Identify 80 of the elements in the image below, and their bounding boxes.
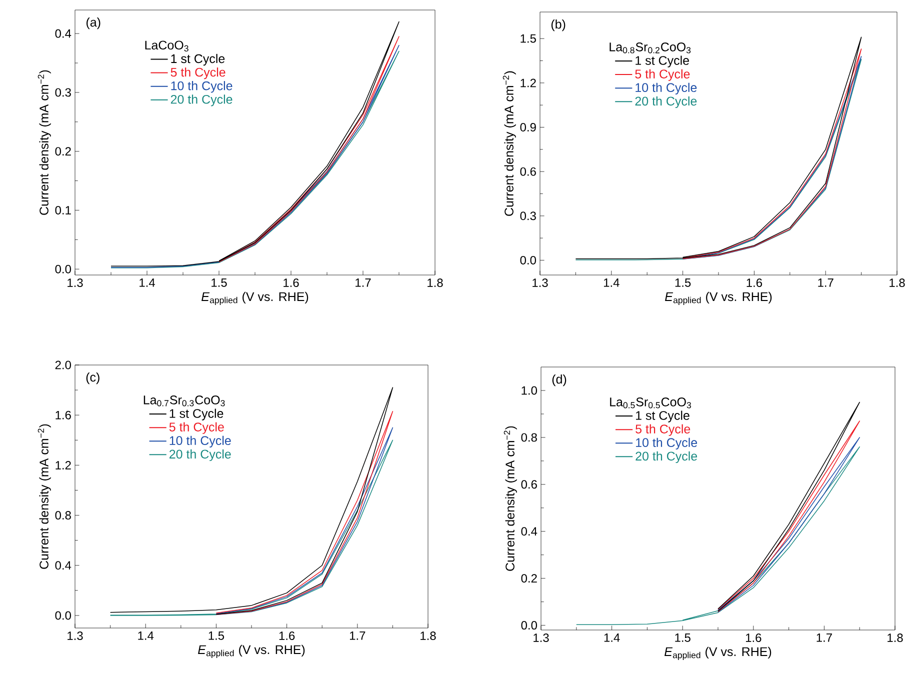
legend-label: 10 th Cycle <box>170 436 231 448</box>
x-tick-label: 1.4 <box>604 278 620 287</box>
x-tick-label: 1.5 <box>675 278 691 287</box>
annotation: (c) <box>86 372 100 384</box>
y-axis-title: Current density (mA cm$^{−2}$) <box>502 71 516 216</box>
y-tick-label: 0.8 <box>521 433 537 442</box>
x-tick-label: 1.8 <box>428 278 443 288</box>
y-tick-label: 0.4 <box>55 561 72 570</box>
x-tick-label: 1.6 <box>279 632 295 640</box>
y-tick-label: 1.2 <box>56 461 71 470</box>
x-tick-label: 1.4 <box>140 278 155 287</box>
x-tick-label: 1.5 <box>675 634 690 642</box>
x-axis-title: E$_{applied}$ (V vs. RHE) <box>198 644 305 658</box>
x-tick-label: 1.7 <box>816 634 832 642</box>
y-axis-title: Current density (mA cm$^{−2}$) <box>38 70 51 215</box>
x-tick-label: 1.3 <box>68 632 83 640</box>
x-tick-label: 1.6 <box>746 278 762 288</box>
x-tick-label: 1.3 <box>68 278 83 288</box>
legend-label: 1 st Cycle <box>171 54 225 66</box>
annotation: (b) <box>551 19 566 32</box>
y-tick-label: 1.6 <box>56 410 71 420</box>
y-tick-label: 0.0 <box>55 264 72 274</box>
x-tick-label: 1.7 <box>350 632 366 640</box>
x-tick-label: 1.8 <box>890 278 905 288</box>
legend-label: 10 th Cycle <box>636 438 698 450</box>
annotation: (a) <box>86 17 100 30</box>
legend-label: 1 st Cycle <box>170 408 224 420</box>
legend-label: 10 th Cycle <box>636 82 697 94</box>
legend-title: LaCoO$_{3}$ <box>145 40 188 52</box>
y-tick-label: 0.6 <box>521 480 537 489</box>
y-tick-label: 1.2 <box>520 78 536 88</box>
y-tick-label: 0.8 <box>55 511 71 520</box>
legend-label: 1 st Cycle <box>636 410 690 422</box>
line-series <box>110 387 394 615</box>
legend-label: 20 th Cycle <box>170 449 231 462</box>
y-tick-label: 0.4 <box>521 527 538 536</box>
y-tick-label: 0.2 <box>55 147 71 156</box>
legend-label: 5 th Cycle <box>169 422 224 434</box>
y-tick-label: 1.0 <box>522 386 538 395</box>
y-axis-title: Current density (mA cm$^{−2}$) <box>38 424 51 569</box>
legend-label: 5 th Cycle <box>170 67 226 80</box>
y-tick-label: 0.0 <box>55 611 72 620</box>
y-tick-label: 0.0 <box>521 621 538 630</box>
legend-label: 5 th Cycle <box>635 69 690 81</box>
x-axis-title: E$_{applied}$ (V vs. RHE) <box>664 646 772 660</box>
y-tick-label: 0.4 <box>55 29 72 38</box>
legend-title: La$_{0.8}$Sr$_{0.2}$CoO$_{3}$ <box>610 42 691 54</box>
legend-label: 5 th Cycle <box>636 424 690 436</box>
legend-label: 1 st Cycle <box>636 56 689 68</box>
x-tick-label: 1.7 <box>356 278 371 287</box>
legend-label: 20 th Cycle <box>636 451 698 464</box>
y-tick-label: 2.0 <box>55 360 72 370</box>
legend-label: 20 th Cycle <box>635 96 697 108</box>
y-axis-title: Current density (mA cm$^{−2}$) <box>504 426 517 571</box>
y-tick-label: 0.0 <box>520 256 536 264</box>
x-tick-label: 1.6 <box>284 278 299 288</box>
x-tick-label: 1.8 <box>888 634 903 642</box>
legend-label: 20 th Cycle <box>170 94 232 106</box>
x-tick-label: 1.8 <box>420 632 436 640</box>
legend-label: 10 th Cycle <box>171 81 232 93</box>
x-tick-label: 1.3 <box>534 634 549 642</box>
y-tick-label: 0.2 <box>521 574 537 583</box>
x-tick-label: 1.7 <box>818 278 834 287</box>
x-axis-title: E$_{applied}$ (V vs. RHE) <box>202 292 308 305</box>
x-tick-label: 1.4 <box>604 634 620 642</box>
y-tick-label: 0.6 <box>520 167 536 176</box>
x-tick-label: 1.5 <box>212 278 227 287</box>
x-tick-label: 1.6 <box>746 634 762 642</box>
x-tick-label: 1.5 <box>208 632 224 640</box>
legend-title: La$_{0.5}$Sr$_{0.5}$CoO$_{3}$ <box>610 398 691 408</box>
x-axis-title: E$_{applied}$ (V vs. RHE) <box>665 292 772 305</box>
y-tick-label: 0.9 <box>520 123 536 132</box>
y-tick-label: 0.3 <box>55 88 71 97</box>
y-tick-label: 0.3 <box>520 212 536 220</box>
y-tick-label: 1.5 <box>520 34 536 43</box>
y-tick-label: 0.1 <box>55 206 71 214</box>
x-tick-label: 1.3 <box>532 278 548 288</box>
annotation: (d) <box>552 374 566 386</box>
legend-title: La$_{0.7}$Sr$_{0.3}$CoO$_{3}$ <box>144 396 225 406</box>
x-tick-label: 1.4 <box>138 632 154 640</box>
